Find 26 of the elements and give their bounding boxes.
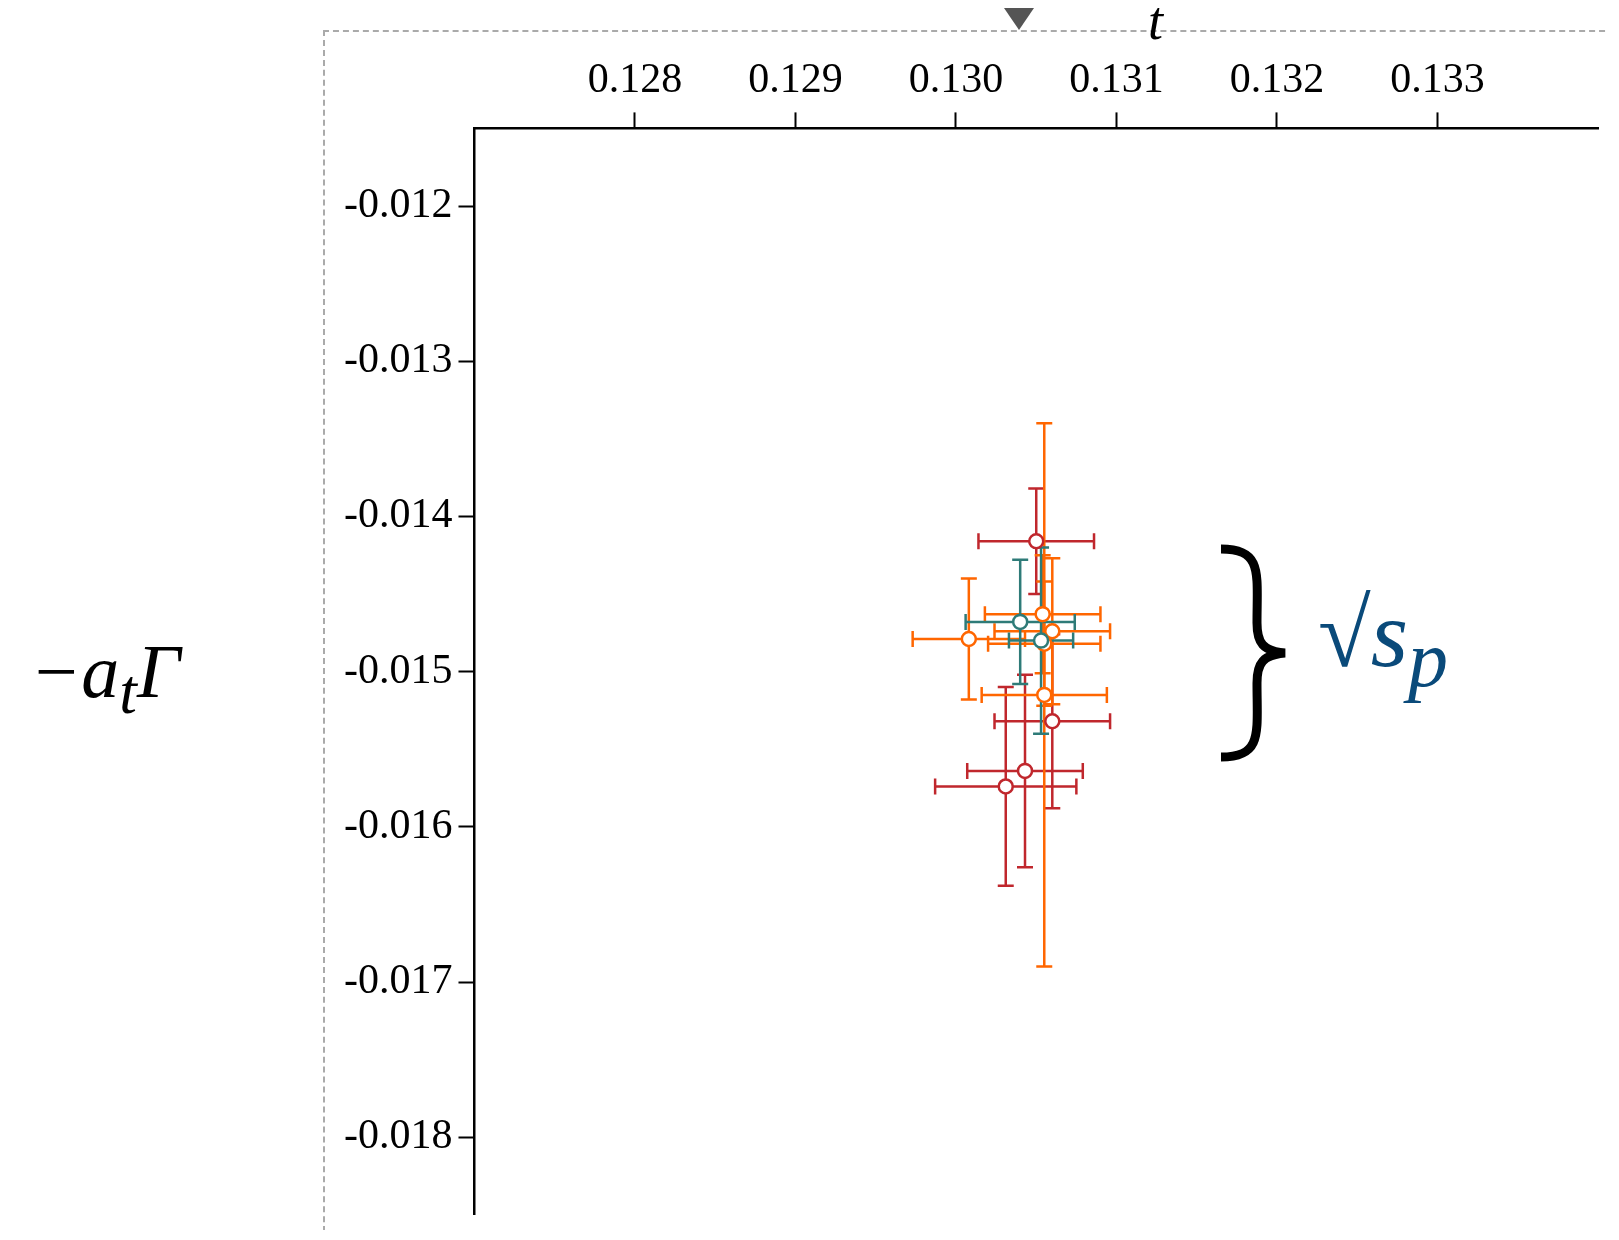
annotation: √s$_{p}$ [1318,579,1449,706]
point [1036,686,1053,704]
point [1034,605,1051,623]
x-tick-label: 0.129 [748,55,843,102]
x-tick-label: 0.131 [1069,55,1164,102]
y-tick-label: -0.017 [343,956,453,1003]
point [1044,713,1061,730]
y-tick-label: -0.015 [343,645,453,692]
point [1011,613,1029,631]
y-tick-label: -0.014 [343,490,453,537]
point [1044,623,1061,640]
point [960,630,978,648]
x-tick-label: 0.128 [587,55,683,102]
x-tick-label: 0.132 [1229,55,1325,102]
y-tick-label: -0.016 [343,800,453,847]
x-tick-label: 0.133 [1390,55,1485,102]
y-tick-label: -0.018 [343,1111,453,1158]
x-tick-label: 0.130 [908,55,1004,102]
point [1032,632,1050,649]
x-axis-title: t [1148,7,1164,51]
y-tick-label: -0.012 [343,180,453,227]
point [1016,762,1034,780]
y-tick-label: -0.013 [343,335,453,382]
point [997,778,1014,795]
y-axis-title: −a$_{t}$Γ [30,628,181,730]
point [1027,532,1045,550]
